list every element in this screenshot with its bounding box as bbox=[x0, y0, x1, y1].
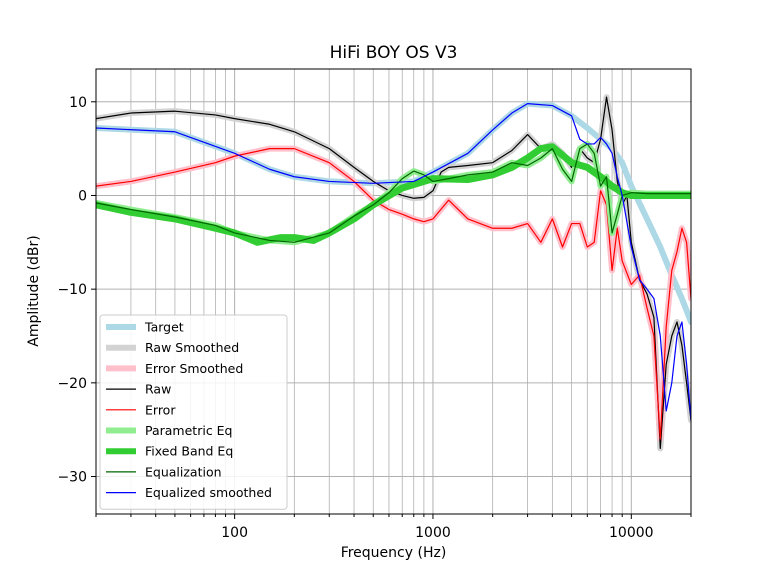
series-line-equalization bbox=[96, 143, 691, 243]
grid bbox=[95, 69, 692, 514]
y-tick-label: 10 bbox=[69, 95, 87, 111]
y-tick-label: −10 bbox=[57, 282, 87, 298]
legend: Target Raw Smoothed Error Smoothed Raw Error… bbox=[99, 314, 288, 510]
legend-label: Error bbox=[145, 402, 176, 417]
legend-box bbox=[99, 314, 288, 510]
x-axis-label: Frequency (Hz) bbox=[341, 545, 447, 561]
y-tick-label: 0 bbox=[78, 188, 87, 204]
x-tick-label: 1000 bbox=[415, 525, 451, 541]
plot-frame bbox=[95, 68, 692, 515]
series-line-fixed-band-eq bbox=[96, 143, 691, 246]
x-tick-label: 100 bbox=[221, 525, 248, 541]
chart-title: HiFi BOY OS V3 bbox=[330, 43, 458, 63]
legend-label: Target bbox=[144, 320, 184, 335]
series-layer bbox=[96, 94, 691, 452]
legend-label: Parametric Eq bbox=[145, 423, 233, 438]
y-axis-label: Amplitude (dBr) bbox=[26, 235, 42, 346]
y-tick-label: −30 bbox=[57, 470, 87, 486]
x-tick-label: 10000 bbox=[609, 525, 654, 541]
y-tick-label: −20 bbox=[57, 376, 87, 392]
legend-label: Raw bbox=[145, 382, 171, 397]
series-line-error bbox=[96, 148, 691, 440]
legend-label: Fixed Band Eq bbox=[145, 444, 233, 459]
legend-label: Raw Smoothed bbox=[145, 340, 239, 355]
legend-label: Equalization bbox=[145, 464, 222, 479]
legend-label: Equalized smoothed bbox=[145, 485, 272, 500]
legend-label: Error Smoothed bbox=[145, 361, 243, 376]
series-line-equalized-smoothed bbox=[96, 103, 691, 421]
